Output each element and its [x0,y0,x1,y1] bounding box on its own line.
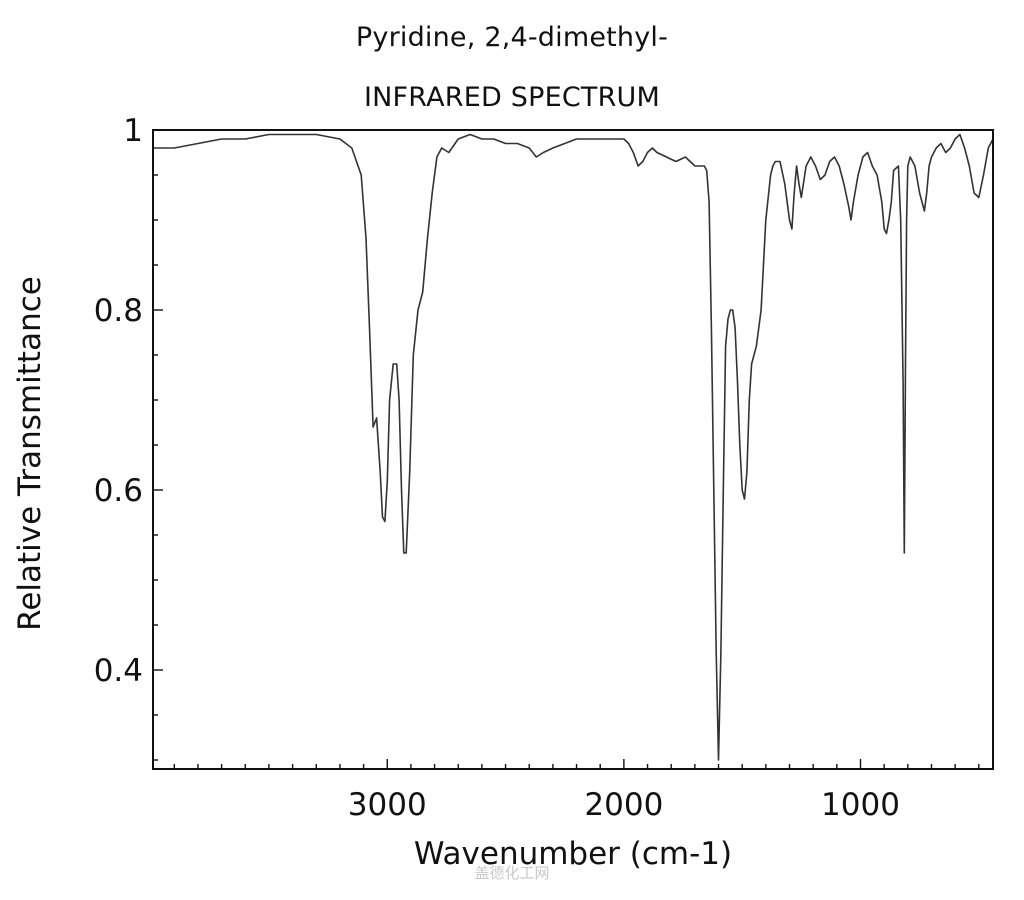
y-tick-label: 0.4 [94,653,143,689]
plot-frame [152,129,994,770]
y-axis-label: Relative Transmittance [12,276,48,631]
y-tick-label: 1 [123,113,143,149]
y-tick-labels: 0.4 0.6 0.8 1 [94,113,143,689]
x-tick-label: 1000 [821,787,900,823]
axis-ticks [153,174,980,769]
watermark: 盖德化工网 [474,864,550,882]
y-tick-label: 0.8 [94,293,143,329]
x-tick-labels: 3000 2000 1000 [348,787,900,823]
spectrum-line [152,133,994,761]
y-tick-label: 0.6 [94,473,143,509]
x-tick-label: 2000 [584,787,663,823]
chart-subtitle: INFRARED SPECTRUM [363,82,661,113]
chart-title: Pyridine, 2,4-dimethyl- [355,22,669,53]
x-tick-label: 3000 [348,787,427,823]
x-axis-label: Wavenumber (cm-1) [414,836,732,872]
